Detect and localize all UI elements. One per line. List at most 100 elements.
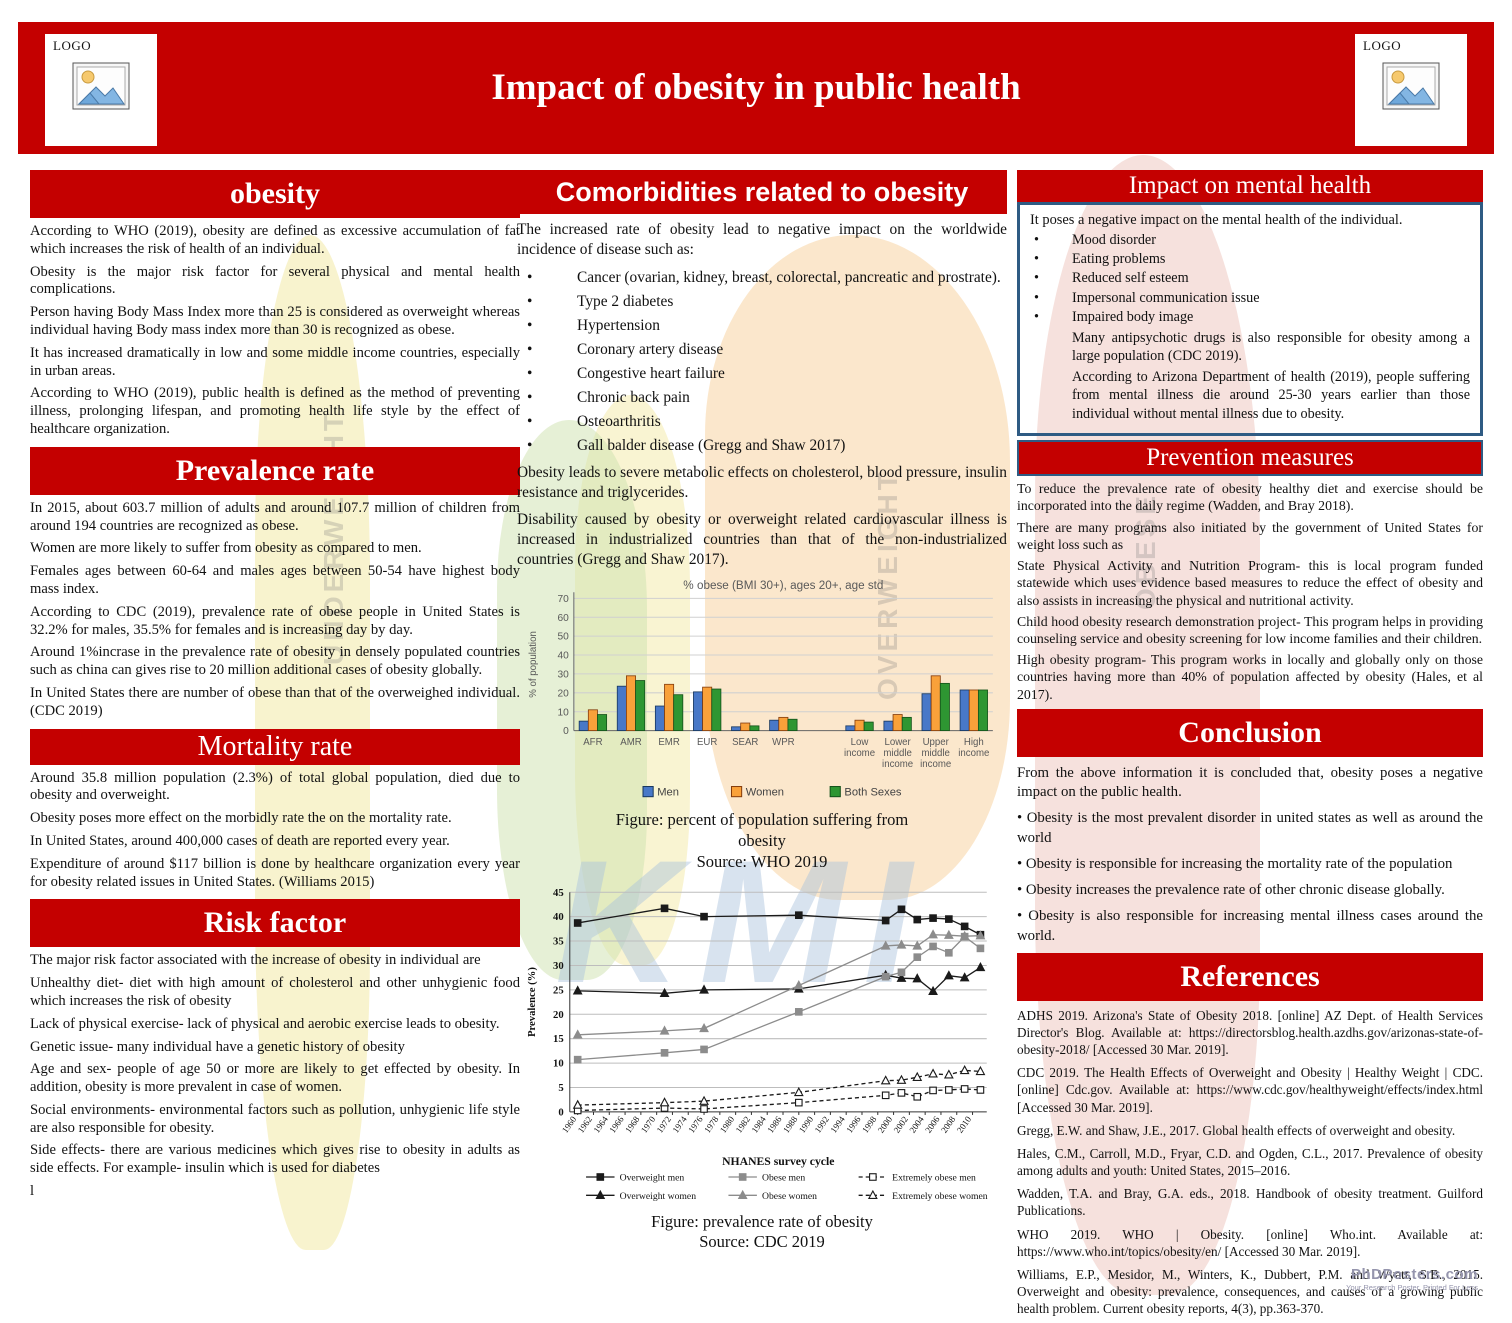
svg-text:5: 5 (558, 1082, 563, 1094)
section-heading-conclusion: Conclusion (1017, 708, 1483, 757)
section-heading-prevalence-rate: Prevalence rate (30, 446, 520, 495)
reference-entry: Wadden, T.A. and Bray, G.A. eds., 2018. … (1017, 1186, 1483, 1219)
svg-text:2010: 2010 (955, 1114, 974, 1135)
svg-text:Obese women: Obese women (762, 1191, 817, 1202)
svg-text:Obese men: Obese men (762, 1173, 805, 1184)
obesity-bar-chart: % obese (BMI 30+), ages 20+, age std 0 10 2… (523, 576, 1001, 805)
paragraph: Women are more likely to suffer from obe… (30, 540, 422, 557)
svg-text:WPR: WPR (772, 736, 795, 747)
paragraph: It poses a negative impact on the mental… (1030, 212, 1403, 228)
paragraph: High obesity program- This program works… (1017, 652, 1483, 702)
svg-text:income: income (844, 748, 875, 759)
svg-text:30: 30 (557, 669, 569, 680)
caption-line: Source: WHO 2019 (696, 851, 828, 871)
reference-entry: Gregg, E.W. and Shaw, J.E., 2017. Global… (1017, 1122, 1456, 1138)
svg-text:1968: 1968 (623, 1114, 642, 1135)
caption-line: Figure: prevalence rate of obesity (651, 1211, 873, 1231)
paragraph: Disability caused by obesity or overweig… (517, 510, 1007, 568)
paragraph: Many antipsychotic drugs is also respons… (1072, 329, 1470, 365)
paragraph: The major risk factor associated with th… (30, 952, 481, 969)
paragraph: Around 35.8 million population (2.3%) of… (30, 769, 520, 804)
paragraph: Females ages between 60-64 and males age… (30, 563, 520, 597)
section-heading-mortality-rate: Mortality rate (30, 728, 520, 765)
paragraph: In United States, around 400,000 cases o… (30, 832, 450, 849)
paragraph: To reduce the prevalence rate of obesity… (1017, 481, 1483, 514)
svg-text:10: 10 (553, 1058, 564, 1070)
bullet-item: Reduced self esteem (1030, 269, 1470, 288)
svg-text:1980: 1980 (718, 1114, 737, 1135)
paragraph: In 2015, about 603.7 million of adults a… (30, 499, 520, 534)
obesity-trend-line-chart: 0 5 10 15 20 25 30 35 40 45 1960 1962 1964 1966 1968 19… (523, 878, 1001, 1205)
svg-text:45: 45 (553, 887, 564, 899)
svg-text:SEAR: SEAR (732, 736, 758, 747)
logo-placeholder-right: LOGO (1355, 34, 1467, 146)
svg-text:30: 30 (553, 960, 564, 972)
svg-text:2008: 2008 (939, 1114, 958, 1135)
section-heading-mental-health: Impact on mental health (1017, 170, 1483, 202)
svg-text:35: 35 (553, 936, 564, 948)
svg-text:1996: 1996 (844, 1114, 863, 1135)
reference-entry: WHO 2019. WHO | Obesity. [online] Who.in… (1017, 1226, 1483, 1259)
paragraph: State Physical Activity and Nutrition Pr… (1017, 558, 1483, 608)
paragraph: According to WHO (2019), public health i… (30, 385, 520, 437)
svg-text:40: 40 (553, 911, 564, 923)
svg-text:15: 15 (553, 1033, 564, 1045)
paragraph: Person having Body Mass Index more than … (30, 304, 520, 338)
svg-text:1976: 1976 (686, 1114, 705, 1135)
section-heading-risk-factor: Risk factor (30, 899, 520, 948)
paragraph: Obesity leads to severe metabolic effect… (517, 464, 1007, 502)
svg-text:Both Sexes: Both Sexes (844, 786, 902, 798)
svg-text:1974: 1974 (670, 1114, 689, 1135)
bullet-item: Impersonal communication issue (1030, 289, 1470, 308)
svg-text:1992: 1992 (813, 1115, 831, 1135)
section-heading-obesity: obesity (30, 170, 520, 218)
paragraph: • Obesity is also responsible for increa… (1017, 908, 1483, 944)
bullet-item: Congestive heart failure (517, 362, 1007, 386)
svg-text:1966: 1966 (607, 1114, 626, 1135)
bullet-item: Hypertension (517, 314, 1007, 338)
svg-text:1988: 1988 (781, 1114, 800, 1135)
svg-text:20: 20 (553, 1009, 564, 1021)
logo-placeholder-left: LOGO (45, 34, 157, 146)
paragraph: Social environments- environmental facto… (30, 1101, 520, 1136)
svg-text:40: 40 (557, 650, 569, 661)
image-placeholder-icon (72, 62, 130, 110)
section-heading-references: References (1017, 952, 1483, 1001)
paragraph: Age and sex- people of age 50 or more ar… (30, 1061, 520, 1096)
bullet-item: Type 2 diabetes (517, 290, 1007, 314)
svg-text:middle: middle (883, 748, 911, 759)
svg-text:Overweight men: Overweight men (620, 1173, 685, 1184)
paragraph: According to WHO (2019), obesity are def… (30, 223, 520, 257)
paragraph: According to Arizona Department of healt… (1072, 368, 1470, 422)
svg-text:2002: 2002 (892, 1115, 910, 1135)
section-heading-prevention: Prevention measures (1017, 440, 1483, 477)
svg-text:50: 50 (557, 631, 569, 642)
svg-text:1994: 1994 (828, 1114, 847, 1135)
bullet-item: Mood disorder (1030, 231, 1470, 250)
logo-label: LOGO (53, 38, 92, 53)
right-column: Impact on mental health It poses a negat… (1017, 170, 1483, 1323)
bullet-item: Gall balder disease (Gregg and Shaw 2017… (517, 434, 1007, 458)
svg-text:Lower: Lower (884, 736, 911, 747)
svg-text:2004: 2004 (907, 1114, 926, 1135)
reference-entry: Hales, C.M., Carroll, M.D., Fryar, C.D. … (1017, 1145, 1483, 1179)
svg-text:25: 25 (553, 985, 564, 997)
svg-text:AFR: AFR (583, 736, 602, 747)
reference-entry: CDC 2019. The Health Effects of Overweig… (1017, 1065, 1483, 1115)
svg-text:AMR: AMR (620, 736, 641, 747)
svg-text:1990: 1990 (797, 1114, 816, 1135)
paragraph: • Obesity is responsible for increasing … (1017, 855, 1453, 872)
section-heading-comorbidities: Comorbidities related to obesity (517, 170, 1007, 215)
svg-text:middle: middle (921, 748, 949, 759)
middle-column: Comorbidities related to obesity The inc… (517, 170, 1007, 1259)
svg-text:Women: Women (746, 786, 784, 798)
logo-label: LOGO (1363, 38, 1402, 53)
paragraph: Obesity poses more effect on the morbidl… (30, 810, 452, 827)
paragraph: Obesity is the major risk factor for sev… (30, 263, 520, 298)
svg-text:1998: 1998 (860, 1114, 879, 1135)
reference-entry: ADHS 2019. Arizona's State of Obesity 20… (1017, 1007, 1483, 1058)
svg-text:income: income (882, 759, 913, 770)
svg-text:NHANES survey cycle: NHANES survey cycle (722, 1155, 834, 1168)
svg-text:% obese (BMI 30+), ages 20+, a: % obese (BMI 30+), ages 20+, age std (683, 579, 883, 592)
svg-text:1964: 1964 (591, 1114, 610, 1135)
